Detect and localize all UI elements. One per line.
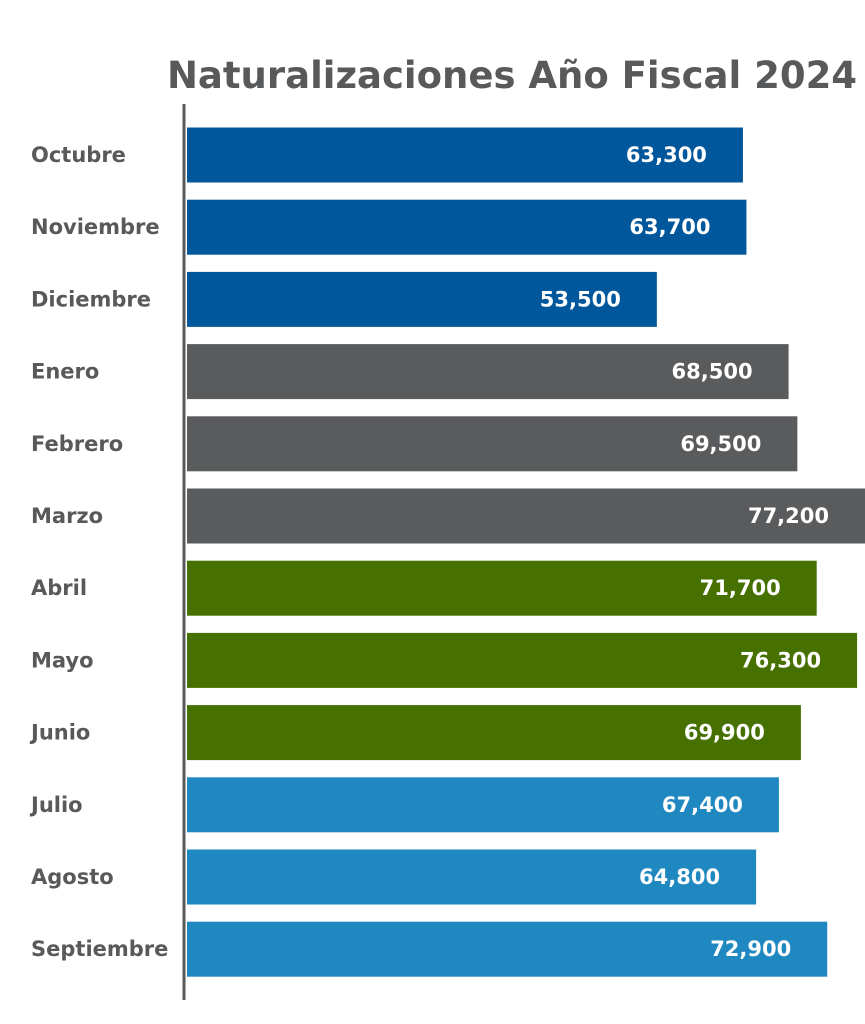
value-label: 63,700 [629, 215, 710, 239]
value-label: 67,400 [662, 793, 743, 817]
category-label: Marzo [31, 504, 103, 528]
bar [187, 199, 747, 255]
category-label: Diciembre [31, 287, 151, 311]
value-label: 69,500 [680, 432, 761, 456]
value-label: 69,900 [684, 721, 765, 745]
value-label: 71,700 [700, 576, 781, 600]
category-label: Junio [29, 721, 90, 745]
category-label: Enero [31, 360, 99, 384]
category-label: Abril [31, 576, 87, 600]
bar [187, 271, 657, 327]
bar [187, 344, 789, 400]
bar [187, 777, 779, 833]
bar [187, 849, 757, 905]
category-label: Agosto [31, 865, 114, 889]
value-label: 72,900 [710, 937, 791, 961]
bar [187, 560, 817, 616]
value-label: 68,500 [672, 360, 753, 384]
value-label: 64,800 [639, 865, 720, 889]
category-label: Noviembre [31, 215, 160, 239]
value-label: 77,200 [748, 504, 829, 528]
bar [187, 632, 858, 688]
chart-title: Naturalizaciones Año Fiscal 2024 [167, 54, 857, 97]
category-label: Octubre [31, 143, 126, 167]
bar [187, 921, 828, 977]
category-label: Septiembre [31, 937, 168, 961]
bar [187, 488, 865, 544]
category-label: Mayo [31, 648, 94, 672]
value-label: 76,300 [740, 648, 821, 672]
category-label: Julio [29, 793, 83, 817]
value-label: 53,500 [540, 287, 621, 311]
bars-group: Octubre 63,300 Noviembre 63,700 Diciembre 53,… [29, 127, 865, 977]
bar [187, 127, 743, 183]
bar [187, 416, 798, 472]
category-label: Febrero [31, 432, 123, 456]
bar [187, 705, 801, 761]
value-label: 63,300 [626, 143, 707, 167]
